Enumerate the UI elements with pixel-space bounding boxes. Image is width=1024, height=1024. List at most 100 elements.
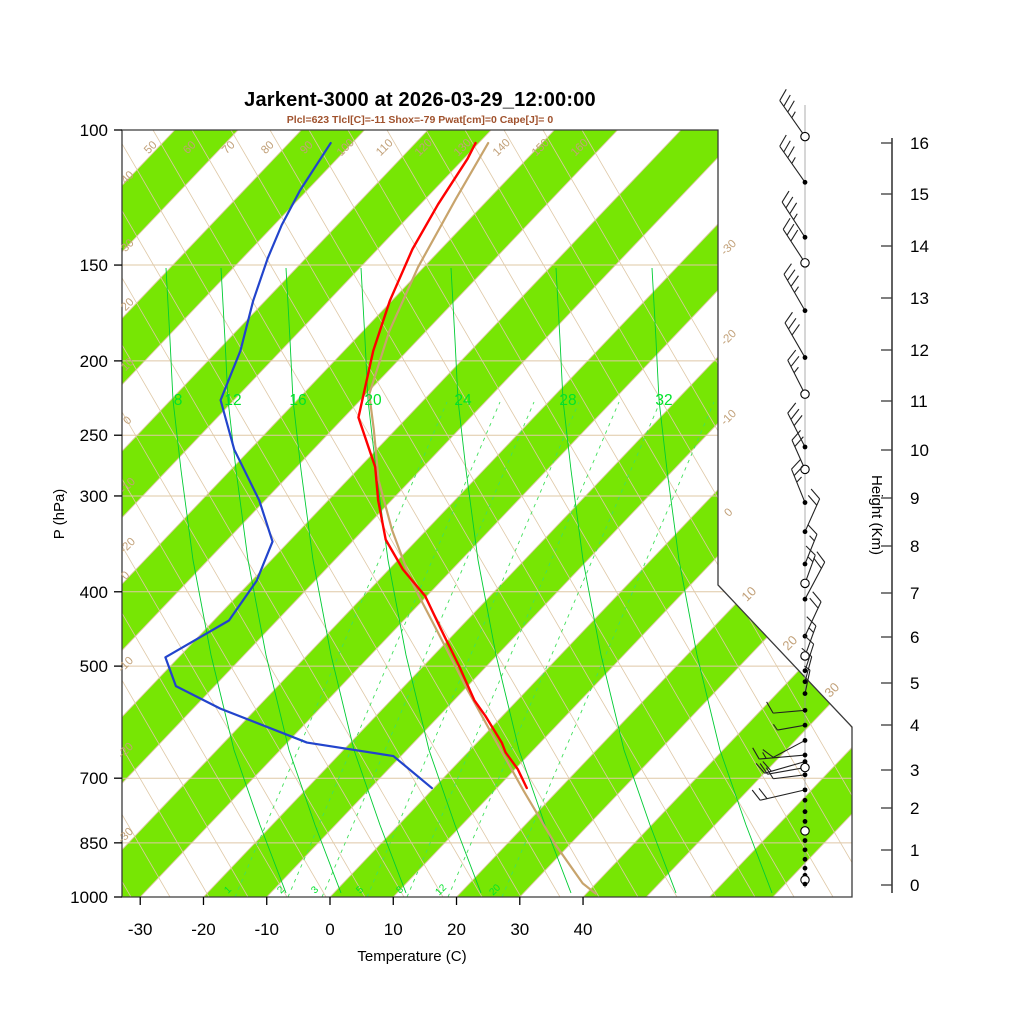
- svg-text:100: 100: [80, 121, 108, 140]
- wind-level-circle: [800, 131, 810, 142]
- pressure-axis-label: P (hPa): [51, 489, 68, 540]
- wind-barb: [762, 739, 806, 758]
- isotherm-line: [122, 130, 618, 897]
- wet-adiabat-line: [651, 267, 773, 894]
- svg-text:-20: -20: [191, 920, 216, 939]
- svg-text:4: 4: [910, 716, 919, 735]
- wind-level-circle: [800, 258, 810, 268]
- isotherm-line: [582, 130, 852, 897]
- svg-text:40: 40: [574, 920, 593, 939]
- svg-text:110: 110: [374, 137, 395, 158]
- wind-barb: [784, 311, 806, 358]
- dry-adiabat-line: [122, 130, 327, 897]
- isotherm-stripe: [122, 130, 492, 897]
- isotherm-line: [772, 130, 852, 897]
- svg-text:5: 5: [910, 674, 919, 693]
- wind-barb: [752, 747, 806, 760]
- isotherm-stripe: [122, 130, 745, 897]
- wind-level-dot: [802, 881, 808, 887]
- dry-adiabat-line: [122, 130, 561, 897]
- wind-barb: [779, 134, 806, 183]
- isotherm-line: [0, 130, 48, 897]
- wind-barb: [804, 488, 821, 532]
- svg-text:1000: 1000: [70, 888, 108, 907]
- svg-text:12: 12: [910, 341, 929, 360]
- isotherm-line: [122, 130, 808, 897]
- wind-barb: [783, 263, 806, 311]
- svg-text:14: 14: [910, 237, 929, 256]
- mixing-ratio-line: [287, 401, 501, 897]
- svg-text:2: 2: [910, 799, 919, 818]
- wind-barb: [751, 788, 806, 801]
- svg-text:16: 16: [289, 392, 306, 409]
- wind-level-dot: [802, 679, 808, 685]
- parcel-curve: [368, 141, 597, 895]
- dry-adiabat-line: [269, 130, 717, 897]
- wind-level-dot: [802, 691, 808, 696]
- svg-text:-30: -30: [719, 238, 739, 258]
- svg-text:300: 300: [80, 487, 108, 506]
- svg-text:0: 0: [325, 920, 334, 939]
- svg-text:-20: -20: [118, 536, 138, 556]
- temperature-curve: [357, 141, 528, 790]
- svg-text:8: 8: [910, 537, 919, 556]
- wet-adiabat-line: [220, 267, 342, 894]
- wind-level-circle: [800, 762, 810, 773]
- isotherm-line: [122, 130, 302, 897]
- dry-adiabat-line: [0, 130, 53, 897]
- isotherm-line: [329, 130, 852, 897]
- dry-adiabat-line: [122, 130, 288, 897]
- dry-adiabat-line: [122, 130, 249, 897]
- dry-adiabat-line: [0, 130, 14, 897]
- svg-text:-10: -10: [116, 655, 136, 675]
- isotherm-line: [645, 130, 852, 897]
- wind-level-dot: [802, 797, 808, 803]
- wet-adiabat-line: [555, 267, 677, 894]
- wind-level-dot: [802, 847, 808, 853]
- svg-text:32: 32: [655, 392, 672, 409]
- chart-subtitle: Plcl=623 Tlcl[C]=-11 Shox=-79 Pwat[cm]=0…: [286, 114, 554, 126]
- wind-barb: [791, 429, 806, 470]
- isotherm-line: [122, 130, 365, 897]
- wind-barb: [782, 217, 806, 264]
- wind-level-dot: [802, 759, 808, 764]
- svg-text:11: 11: [910, 392, 928, 411]
- wind-barb: [804, 591, 822, 637]
- svg-text:-30: -30: [128, 920, 153, 939]
- wind-level-dot: [802, 752, 808, 758]
- svg-text:-10: -10: [254, 920, 279, 939]
- wind-level-dot: [802, 308, 808, 314]
- wind-level-circle: [800, 651, 810, 661]
- isotherm-stripe: [122, 130, 618, 897]
- wind-level-dot: [802, 500, 808, 505]
- dry-adiabat-line: [230, 130, 678, 897]
- svg-text:20: 20: [447, 920, 466, 939]
- wind-barb: [804, 524, 818, 565]
- wet-adiabat-line: [450, 267, 572, 894]
- wind-level-dot: [802, 738, 808, 743]
- isotherm-line: [709, 130, 852, 897]
- wet-adiabat-line: [360, 267, 482, 894]
- mixing-ratio-line: [234, 401, 448, 897]
- wind-level-dot: [802, 561, 808, 567]
- svg-text:200: 200: [80, 352, 108, 371]
- svg-text:150: 150: [80, 256, 108, 275]
- svg-text:10: 10: [910, 441, 929, 460]
- wind-level-dot: [802, 707, 808, 713]
- wind-barb: [766, 701, 806, 714]
- wind-level-circle: [800, 389, 810, 399]
- svg-text:7: 7: [910, 584, 919, 603]
- isotherm-line: [122, 130, 682, 897]
- isotherm-line: [266, 130, 852, 897]
- svg-text:20: 20: [779, 632, 800, 653]
- dry-adiabat-line: [122, 130, 444, 897]
- svg-text:0: 0: [121, 414, 134, 427]
- dry-adiabat-line: [308, 130, 756, 897]
- plot-background: [0, 130, 852, 897]
- wind-barb: [791, 459, 806, 503]
- svg-text:15: 15: [910, 185, 929, 204]
- svg-text:16: 16: [910, 134, 929, 153]
- chart-title: Jarkent-3000 at 2026-03-29_12:00:00: [244, 89, 596, 111]
